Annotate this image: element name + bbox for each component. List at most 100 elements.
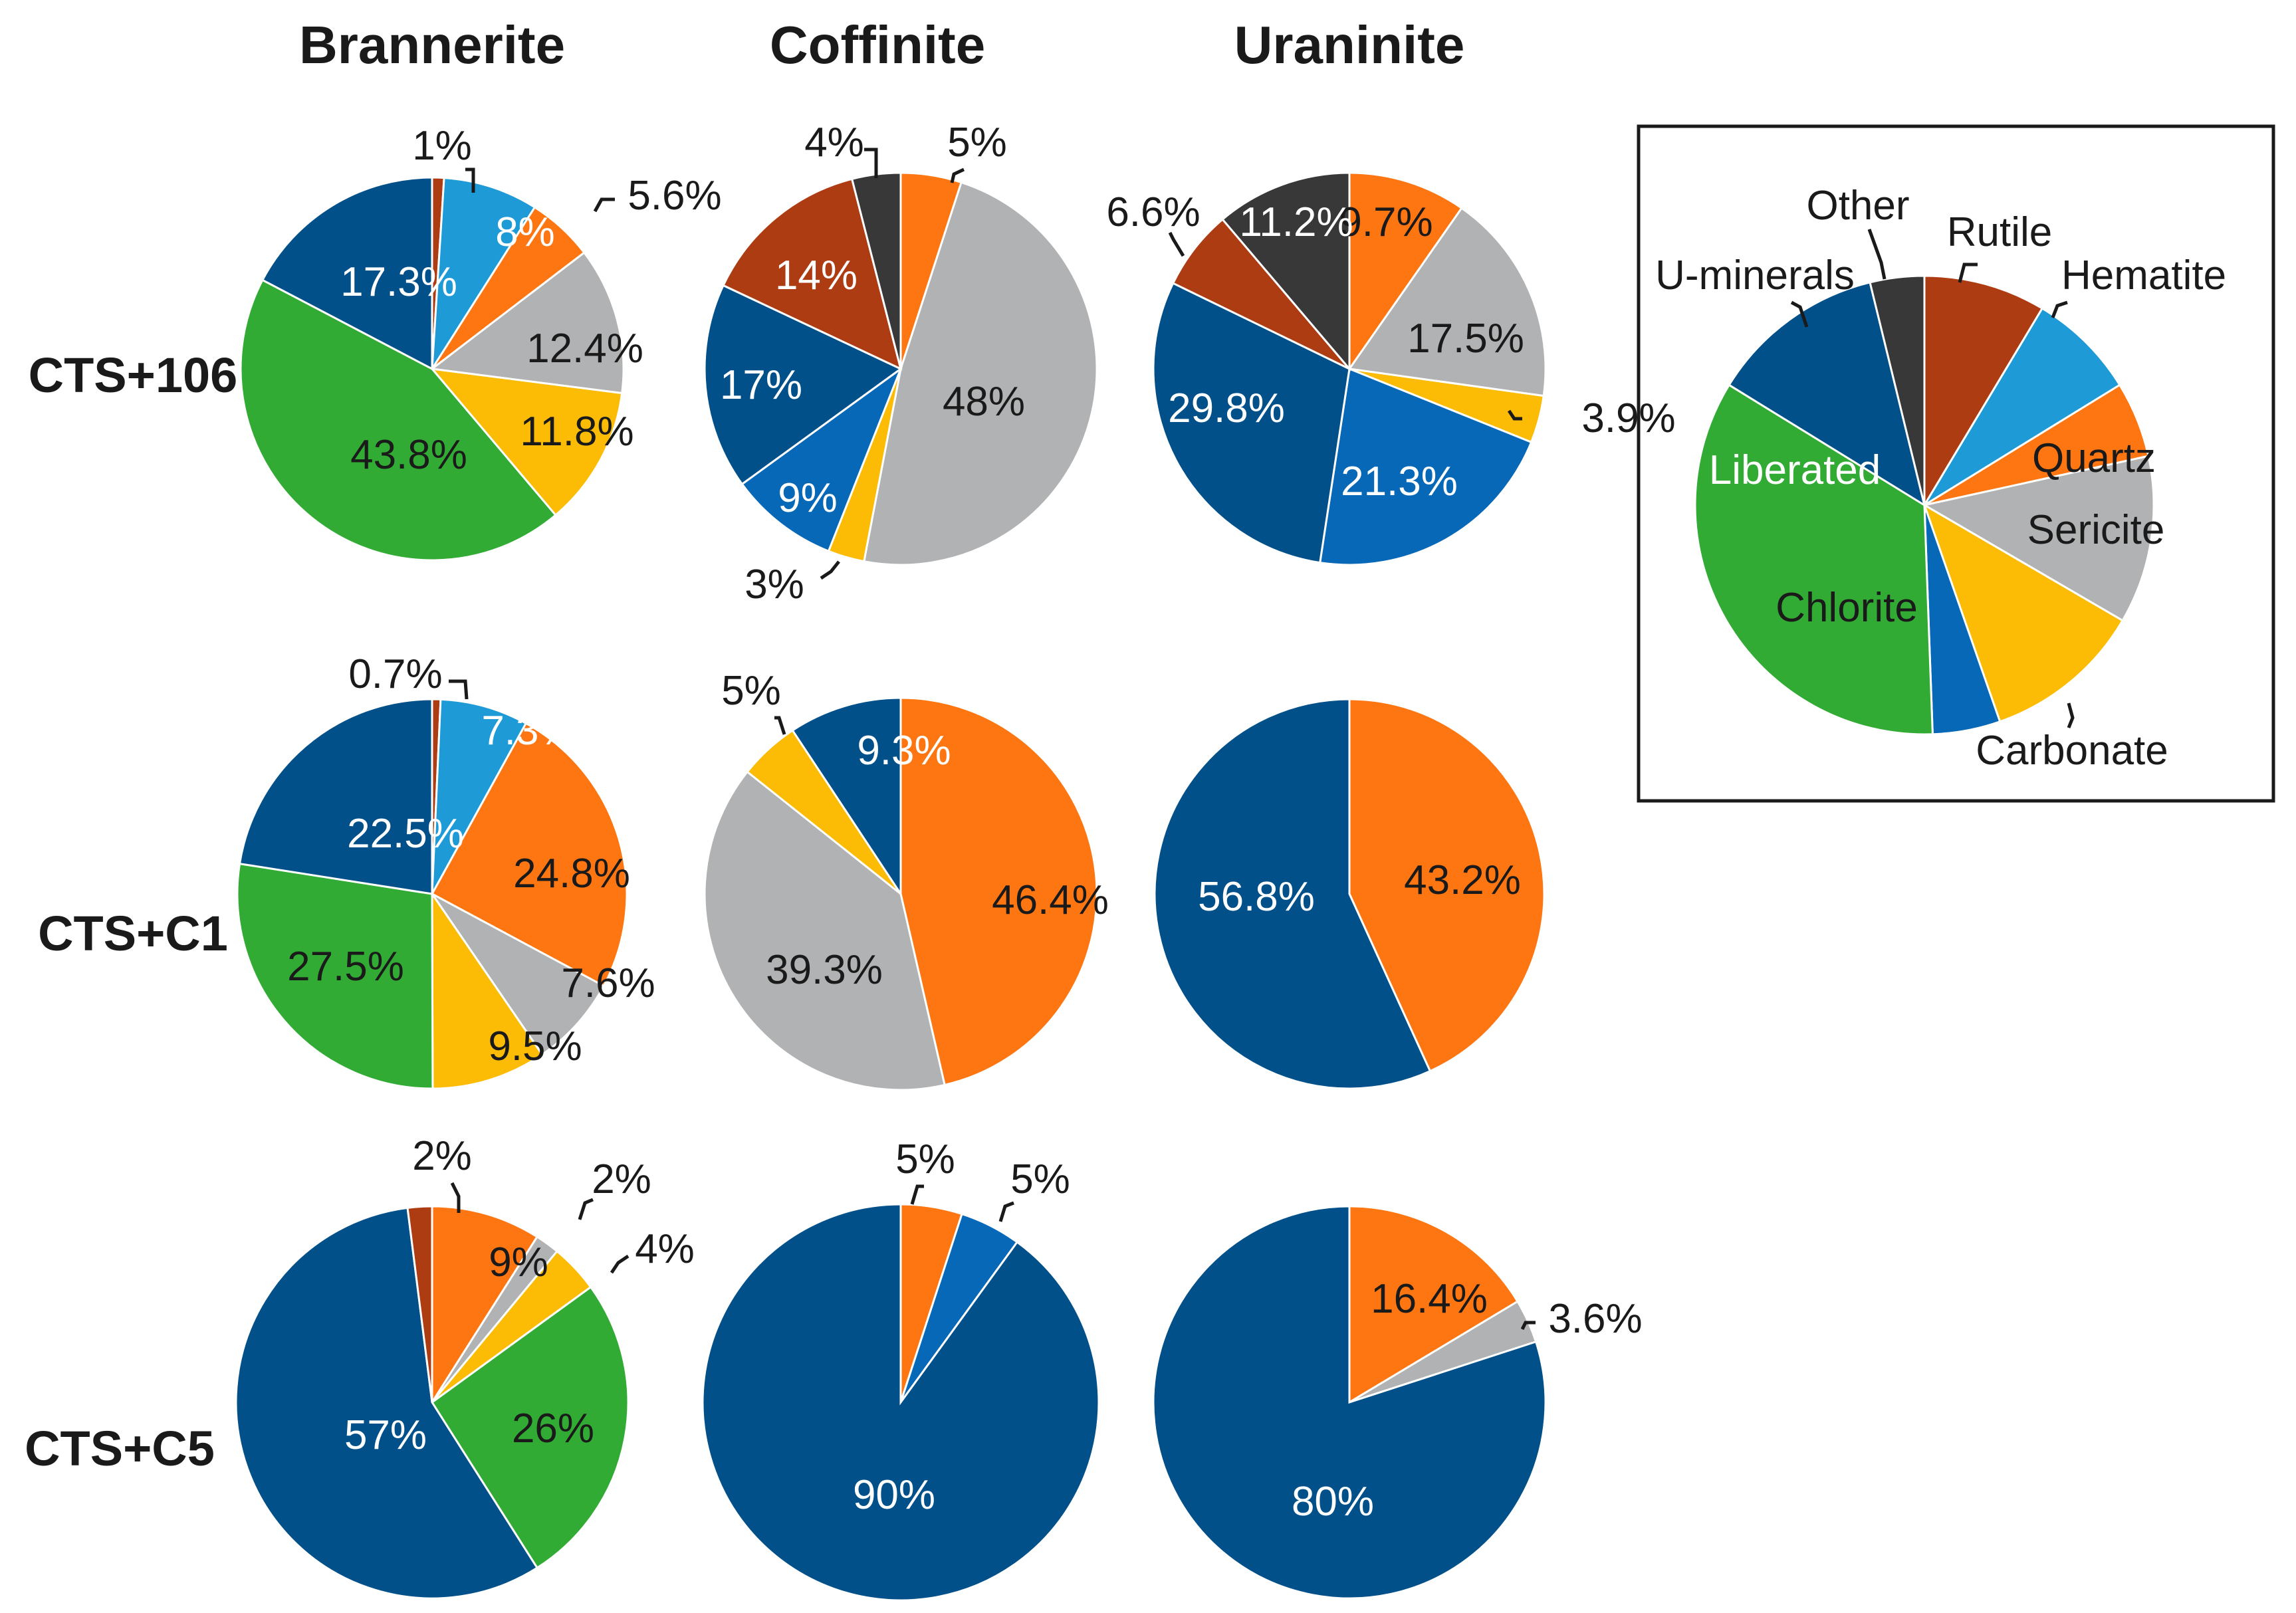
row-title-cts-106: CTS+106 (29, 348, 238, 403)
pie-cts-c5-brannerite-label-hematite: 9% (489, 1239, 548, 1285)
legend-leader-carbonate (2067, 702, 2075, 728)
pie-cts-c1-brannerite-label-rutile: 7.3% (481, 708, 575, 754)
pie-cts-c1-brannerite-label-chlorite: 27.5% (287, 944, 404, 990)
pie-cts-106-brannerite-label-quartz: 12.4% (526, 326, 643, 372)
pie-cts-c1-coffinite-label-quartz: 39.3% (766, 947, 883, 993)
pie-cts-c1-uraninite-slice-liberated (1153, 698, 1432, 1090)
pie-cts-106-uraninite-slice-quartz (1347, 207, 1547, 397)
pie-cts-106-coffinite-label-u-minerals: 4% (804, 120, 864, 165)
pie-cts-c5-coffinite-leader-carbonate (998, 1201, 1014, 1222)
pie-cts-c1-uraninite-label-liberated: 56.8% (1198, 874, 1315, 920)
column-title-brannerite: Brannerite (299, 15, 565, 74)
pie-cts-c5-coffinite: 5% 5% 90% (701, 1136, 1100, 1602)
pie-cts-106-brannerite-slice-rutile (431, 176, 536, 370)
pie-cts-c1-brannerite-label-other: 0.7% (348, 651, 442, 697)
pie-cts-c5-coffinite-leader-hematite (910, 1184, 924, 1205)
pie-cts-c1-brannerite-slice-liberated (238, 698, 433, 895)
pie-cts-c5-uraninite: 16.4% 3.6% 80% (1152, 1205, 1643, 1600)
pie-cts-c5-coffinite-label-liberated: 90% (853, 1472, 935, 1518)
legend-label-chlorite: Chlorite (1776, 585, 1918, 631)
pie-cts-c5-brannerite-slice-hematite (431, 1205, 539, 1406)
pie-cts-106-uraninite-leader-sericite (1507, 409, 1522, 421)
pie-cts-106-brannerite-slice-sericite (429, 368, 624, 517)
pie-cts-106-coffinite-slice-carbonate (741, 366, 903, 553)
pie-cts-c1-coffinite-slice-liberated (791, 697, 902, 897)
pie-cts-106-coffinite-label-carbonate: 9% (778, 475, 838, 521)
legend-pie-slice-quartz (1921, 455, 2155, 622)
pie-cts-106-brannerite: 1% 8% 5.6% 12.4% 11.8% 43.8% 17.3% (239, 123, 722, 562)
pie-cts-c1-brannerite-label-quartz: 7.6% (561, 960, 655, 1006)
pie-cts-106-coffinite-label-liberated: 17% (720, 362, 802, 408)
legend-pie-slice-other (1923, 274, 2044, 509)
row-title-cts-c1: CTS+C1 (38, 906, 228, 961)
pie-cts-106-uraninite-label-hematite: 9.7% (1339, 199, 1433, 245)
pie-cts-c1-coffinite-label-liberated: 9.3% (857, 728, 951, 774)
legend-label-hematite: Hematite (2061, 253, 2226, 298)
pie-cts-c5-uraninite-slice-hematite (1348, 1205, 1520, 1404)
pie-cts-c5-brannerite-leader-other (450, 1182, 461, 1213)
pie-cts-c5-brannerite-leader-quartz (578, 1198, 594, 1220)
pie-cts-106-coffinite-slice-quartz (862, 181, 1098, 566)
pie-cts-106-uraninite-leader-other (1168, 231, 1185, 257)
legend-pie-slice-u-minerals (1869, 274, 1926, 506)
pie-cts-c5-uraninite-label-hematite: 16.4% (1371, 1276, 1488, 1322)
pie-cts-c1-coffinite-slice-quartz (703, 770, 946, 1091)
pie-cts-c5-brannerite: 9% 2% 4% 26% 57% 2% (235, 1133, 695, 1600)
legend-label-quartz: Quartz (2032, 435, 2156, 481)
pie-cts-c1-uraninite-slice-hematite (1348, 698, 1546, 1073)
pie-cts-106-uraninite-slice-u-minerals (1221, 171, 1351, 372)
pie-cts-106-uraninite: 9.7% 17.5% 3.9% 21.3% 29.8% 6.6% 11.2% (1106, 171, 1676, 566)
pie-cts-106-brannerite-label-liberated: 17.3% (340, 259, 457, 305)
pie-cts-c1-brannerite-slice-sericite (431, 891, 544, 1090)
pie-cts-106-brannerite-leader-other (465, 167, 475, 193)
pie-cts-c5-uraninite-leader-quartz (1520, 1321, 1536, 1331)
pie-cts-c5-brannerite-label-liberated: 57% (344, 1412, 427, 1458)
pie-cts-c5-coffinite-slice-liberated (701, 1203, 1100, 1602)
pie-cts-c5-brannerite-label-other: 2% (412, 1133, 472, 1179)
pie-cts-c5-uraninite-label-liberated: 80% (1292, 1479, 1374, 1525)
pie-cts-c1-brannerite-label-hematite: 24.8% (513, 851, 630, 897)
pie-cts-c1-coffinite: 46.4% 39.3% 5% 9.3% (703, 668, 1109, 1091)
pie-cts-c5-uraninite-slice-liberated (1152, 1205, 1547, 1600)
pie-cts-c1-uraninite-label-hematite: 43.2% (1404, 857, 1521, 903)
pie-cts-c1-uraninite: 43.2% 56.8% (1153, 698, 1546, 1090)
pie-cts-106-uraninite-slice-carbonate (1318, 367, 1533, 566)
chart-area: Brannerite Coffinite Uraninite CTS+106 CTS+C… (25, 15, 2275, 1602)
pie-cts-c5-brannerite-label-sericite: 4% (635, 1226, 695, 1272)
pie-cts-c1-brannerite-slice-quartz (431, 893, 606, 1056)
pie-cts-c5-brannerite-label-quartz: 2% (592, 1156, 651, 1202)
pie-cts-c1-coffinite-slice-hematite (899, 697, 1098, 1087)
legend-leader-other (1867, 229, 1887, 280)
pie-cts-c5-brannerite-slice-other (406, 1205, 433, 1403)
legend-label-liberated: Liberated (1709, 447, 1881, 493)
pie-cts-106-uraninite-label-liberated: 29.8% (1168, 385, 1285, 431)
pie-cts-106-uraninite-label-sericite: 3.9% (1581, 395, 1675, 441)
pie-cts-c5-brannerite-label-chlorite: 26% (512, 1406, 594, 1452)
pie-cts-106-brannerite-slice-liberated (261, 176, 433, 371)
pie-cts-106-coffinite-leader-hematite (950, 167, 965, 183)
pie-cts-106-brannerite-slice-chlorite (239, 278, 557, 562)
pie-cts-c1-coffinite-label-sericite: 5% (721, 668, 781, 714)
pie-cts-c1-coffinite-leader-sericite (774, 716, 786, 735)
legend-leader-u-minerals (1790, 300, 1809, 328)
legend-pie-slice-chlorite (1694, 383, 1934, 736)
pie-cts-c1-brannerite-slice-rutile (431, 698, 528, 895)
legend-leader-hematite (2051, 300, 2068, 318)
legend-pie-slice-liberated (1728, 281, 1926, 508)
pie-cts-106-uraninite-label-quartz: 17.5% (1407, 316, 1524, 362)
pie-cts-106-uraninite-slice-other (1171, 217, 1351, 370)
pie-cts-106-brannerite-label-chlorite: 43.8% (350, 432, 467, 478)
column-title-coffinite: Coffinite (770, 15, 985, 74)
pie-cts-106-uraninite-label-u-minerals: 11.2% (1239, 199, 1353, 245)
pie-cts-c1-brannerite-slice-hematite (430, 722, 628, 988)
pie-cts-106-brannerite-label-other: 1% (412, 123, 472, 169)
pie-cts-106-uraninite-label-other: 6.6% (1106, 189, 1200, 235)
pie-cts-106-uraninite-slice-hematite (1348, 171, 1463, 372)
pie-cts-c1-brannerite: 0.7% 7.3% 24.8% 7.6% 9.5% 27.5% 22.5% (236, 651, 655, 1090)
pie-cts-c5-coffinite-label-hematite: 5% (895, 1136, 955, 1182)
legend-label-other: Other (1806, 183, 1909, 229)
pie-cts-106-brannerite-label-sericite: 11.8% (520, 409, 633, 455)
pie-cts-106-coffinite: 5% 48% 3% 9% 17% 14% 4% (703, 120, 1098, 607)
